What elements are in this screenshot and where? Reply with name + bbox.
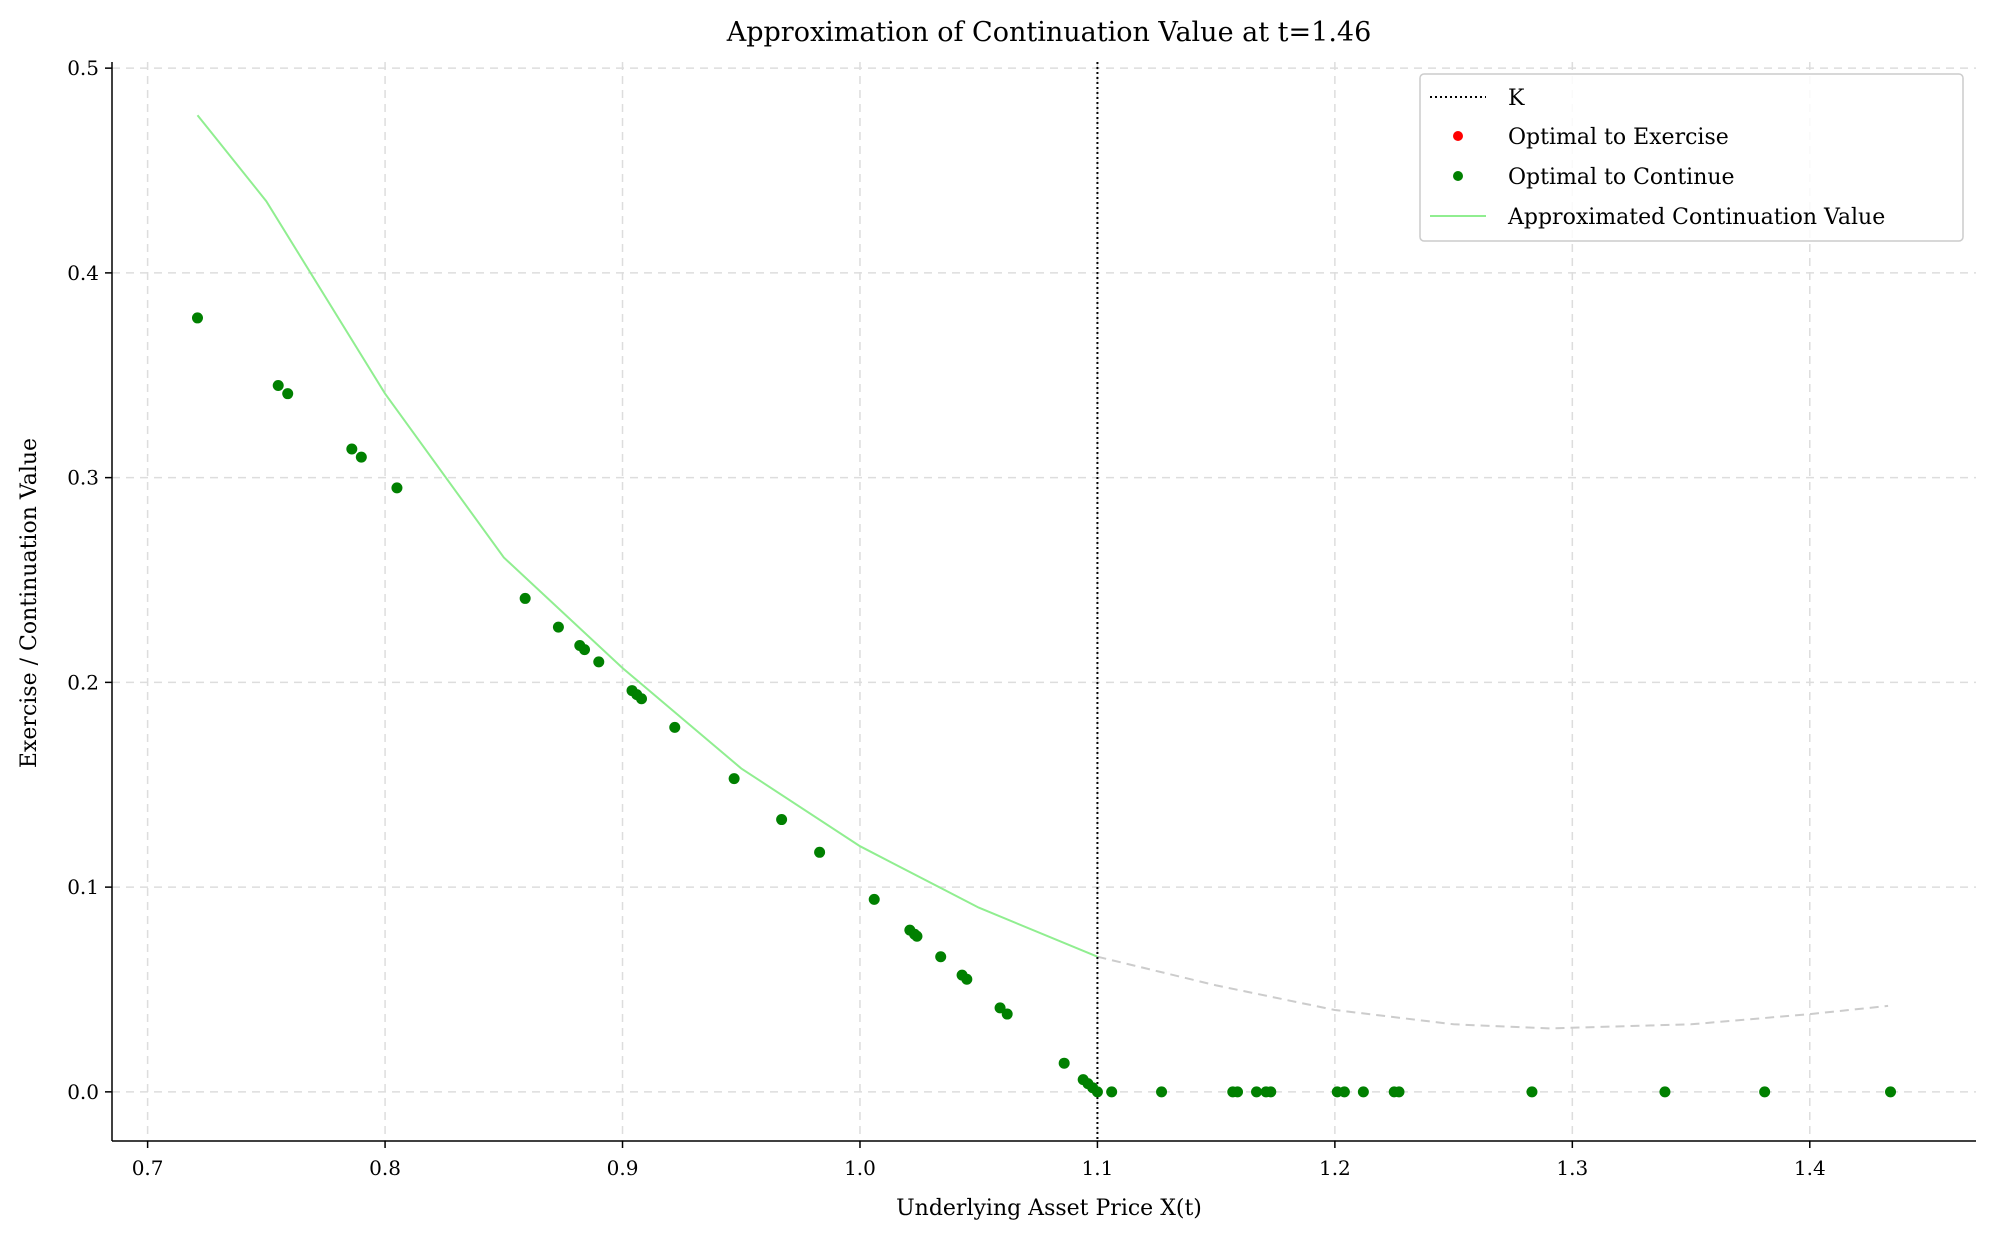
continue-point xyxy=(1357,1086,1369,1098)
continue-point xyxy=(911,930,923,942)
continue-point xyxy=(391,482,403,494)
x-tick-label: 0.9 xyxy=(607,1156,639,1180)
continue-point xyxy=(1091,1086,1103,1098)
continue-point xyxy=(282,388,294,400)
continue-point xyxy=(1759,1086,1771,1098)
y-tick-label: 0.3 xyxy=(67,466,99,490)
continue-point xyxy=(1659,1086,1671,1098)
continue-point xyxy=(935,951,947,963)
continue-point xyxy=(669,721,681,733)
legend-frame xyxy=(1419,73,1964,242)
continue-point xyxy=(355,451,367,463)
continue-point xyxy=(552,621,564,633)
x-tick-label: 0.7 xyxy=(132,1156,164,1180)
continue-point xyxy=(346,443,358,455)
x-axis-label: Underlying Asset Price X(t) xyxy=(896,1196,1202,1221)
y-tick-label: 0.5 xyxy=(67,56,99,80)
continue-point xyxy=(1058,1057,1070,1069)
continue-point xyxy=(1526,1086,1538,1098)
y-tick-label: 0.0 xyxy=(67,1080,99,1104)
x-axis-ticks: 0.7 0.8 0.9 1.0 1.1 1.2 1.3 1.4 xyxy=(132,1141,1826,1180)
legend-label-continue: Optimal to Continue xyxy=(1508,165,1735,190)
chart-title: Approximation of Continuation Value at t… xyxy=(726,17,1372,48)
y-tick-label: 0.1 xyxy=(67,875,99,899)
legend-label-curve: Approximated Continuation Value xyxy=(1507,205,1885,230)
legend-label-strike: K xyxy=(1508,86,1525,111)
y-axis-ticks: 0.0 0.1 0.2 0.3 0.4 0.5 xyxy=(67,56,112,1104)
approximated-continuation-curve xyxy=(196,114,1098,958)
continue-point xyxy=(636,693,648,705)
extrapolated-continuation-curve xyxy=(1097,955,1889,1030)
x-tick-label: 1.3 xyxy=(1556,1156,1588,1180)
continue-point xyxy=(814,846,826,858)
legend-continue-swatch xyxy=(1453,171,1463,181)
legend-label-exercise: Optimal to Exercise xyxy=(1508,125,1729,150)
x-tick-label: 1.1 xyxy=(1082,1156,1114,1180)
x-tick-label: 0.8 xyxy=(369,1156,401,1180)
x-tick-label: 1.0 xyxy=(844,1156,876,1180)
continue-point xyxy=(1156,1086,1168,1098)
continue-point xyxy=(994,1002,1006,1014)
continue-point xyxy=(1885,1086,1897,1098)
continue-point xyxy=(1232,1086,1244,1098)
continue-point xyxy=(1001,1008,1013,1020)
continue-point xyxy=(1106,1086,1118,1098)
continue-point xyxy=(1265,1086,1277,1098)
continue-point xyxy=(961,973,973,985)
legend-exercise-swatch xyxy=(1453,131,1463,141)
continue-point xyxy=(579,644,591,656)
x-tick-label: 1.4 xyxy=(1794,1156,1826,1180)
y-tick-label: 0.2 xyxy=(67,670,99,694)
continue-points xyxy=(191,312,1897,1098)
continue-point xyxy=(776,814,788,826)
continue-point xyxy=(593,656,605,668)
grid xyxy=(112,62,1976,1141)
y-tick-label: 0.4 xyxy=(67,261,99,285)
continue-point xyxy=(1251,1086,1263,1098)
y-axis-label: Exercise / Continuation Value xyxy=(17,438,42,768)
continue-point xyxy=(868,893,880,905)
continue-point xyxy=(519,592,531,604)
x-tick-label: 1.2 xyxy=(1319,1156,1351,1180)
continue-point xyxy=(1393,1086,1405,1098)
legend: K Optimal to Exercise Optimal to Continu… xyxy=(1419,73,1964,242)
continue-point xyxy=(728,773,740,785)
axes xyxy=(111,62,1976,1142)
continue-point xyxy=(272,379,284,391)
continue-point xyxy=(191,312,203,324)
continue-point xyxy=(1338,1086,1350,1098)
